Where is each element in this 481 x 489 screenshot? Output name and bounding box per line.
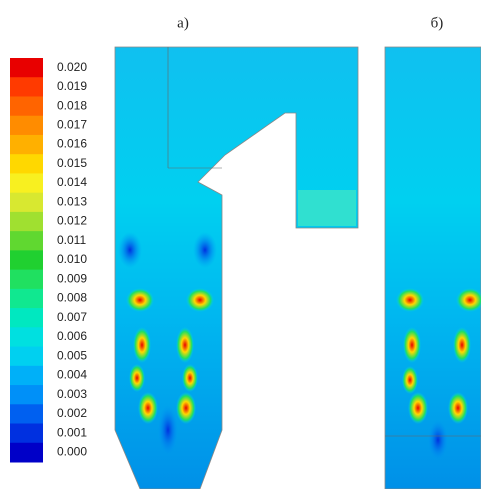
color-swatch bbox=[10, 308, 43, 328]
contour-panel bbox=[114, 46, 359, 489]
color-swatch bbox=[10, 269, 43, 290]
color-swatch bbox=[10, 231, 43, 251]
color-swatch bbox=[10, 442, 43, 463]
colorbar-label: 0.005 bbox=[57, 348, 87, 362]
color-swatch bbox=[10, 58, 43, 78]
colorbar-label: 0.004 bbox=[57, 368, 87, 382]
colorbar-label: 0.008 bbox=[57, 291, 87, 305]
colorbar-label: 0.006 bbox=[57, 329, 87, 343]
color-swatch bbox=[10, 365, 43, 386]
color-swatch bbox=[10, 211, 43, 232]
colorbar-label: 0.000 bbox=[57, 445, 87, 459]
colorbar-label: 0.013 bbox=[57, 194, 87, 208]
colorbar-label: 0.007 bbox=[57, 310, 87, 324]
color-swatch bbox=[10, 77, 43, 97]
colorbar-label: 0.019 bbox=[57, 79, 87, 93]
panel-label: а) bbox=[177, 15, 189, 31]
colorbar-label: 0.014 bbox=[57, 175, 87, 189]
colorbar-label: 0.010 bbox=[57, 252, 87, 266]
color-swatch bbox=[10, 96, 43, 117]
colorbar: 0.020 0.019 0.018 0.017 0.016 0.015 0.014 0.013… bbox=[10, 58, 87, 463]
colorbar-label: 0.020 bbox=[57, 60, 87, 74]
color-swatch bbox=[10, 115, 43, 136]
colorbar-label: 0.012 bbox=[57, 214, 87, 228]
colorbar-label: 0.011 bbox=[57, 233, 86, 247]
color-swatch bbox=[10, 134, 43, 155]
colorbar-label: 0.002 bbox=[57, 406, 87, 420]
color-swatch bbox=[10, 250, 43, 271]
color-swatch bbox=[10, 288, 43, 309]
panel-label: б) bbox=[431, 15, 444, 31]
colorbar-label: 0.016 bbox=[57, 137, 87, 151]
colorbar-label: 0.001 bbox=[57, 425, 87, 439]
colorbar-label: 0.015 bbox=[57, 156, 87, 170]
colorbar-label: 0.009 bbox=[57, 271, 87, 285]
color-swatch bbox=[10, 423, 43, 444]
color-swatch bbox=[10, 404, 43, 425]
color-swatch bbox=[10, 154, 43, 174]
color-swatch bbox=[10, 192, 43, 213]
colorbar-label: 0.018 bbox=[57, 98, 87, 112]
color-swatch bbox=[10, 327, 43, 348]
colorbar-label: 0.003 bbox=[57, 387, 87, 401]
color-swatch bbox=[10, 385, 43, 405]
colorbar-label: 0.017 bbox=[57, 118, 87, 132]
color-swatch bbox=[10, 173, 43, 194]
color-swatch bbox=[10, 346, 43, 367]
contour-panel bbox=[384, 46, 481, 489]
